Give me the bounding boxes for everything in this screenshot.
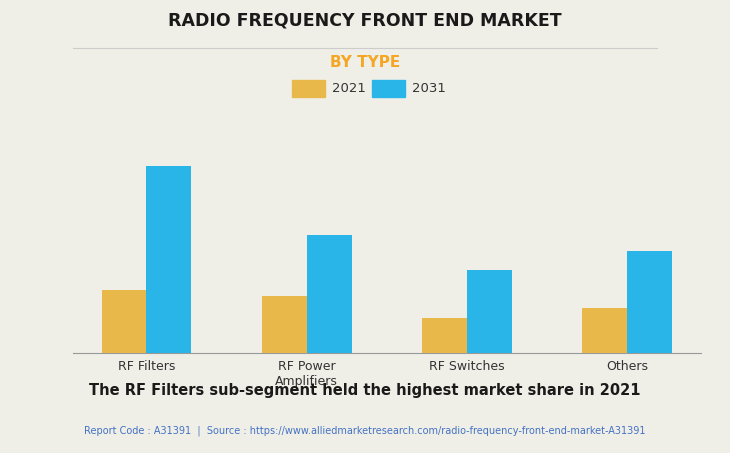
Text: 2031: 2031 [412,82,446,95]
Text: BY TYPE: BY TYPE [330,55,400,70]
Bar [307,235,352,353]
Bar [583,308,627,353]
Bar [627,251,672,353]
Text: Report Code : A31391  |  Source : https://www.alliedmarketresearch.com/radio-fre: Report Code : A31391 | Source : https://… [84,426,646,436]
Text: RADIO FREQUENCY FRONT END MARKET: RADIO FREQUENCY FRONT END MARKET [168,11,562,29]
Bar [467,270,512,353]
Text: The RF Filters sub-segment held the highest market share in 2021: The RF Filters sub-segment held the high… [89,383,641,398]
Bar [101,290,147,353]
Text: 2021: 2021 [332,82,366,95]
Bar [262,296,307,353]
Bar [422,318,467,353]
Bar [147,165,191,353]
